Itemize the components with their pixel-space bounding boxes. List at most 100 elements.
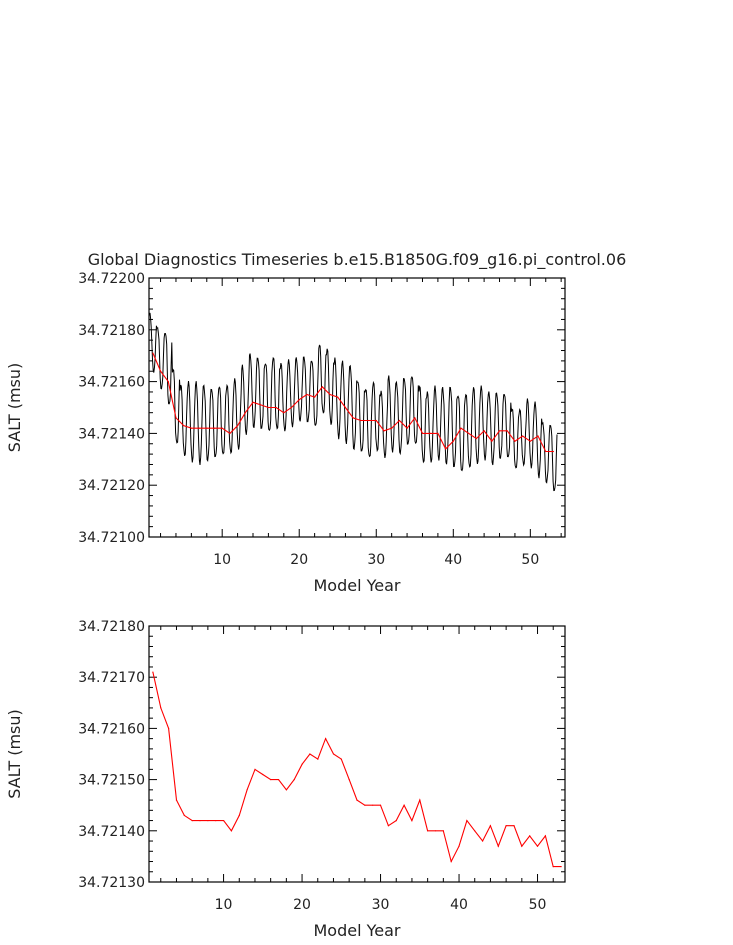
annual-mean-point <box>383 430 385 432</box>
annual-mean-point <box>491 440 493 442</box>
y-tick-label: 34.72150 <box>78 773 145 789</box>
annual-mean-point <box>344 406 346 409</box>
annual-mean-point <box>337 396 339 398</box>
annual-mean-point <box>372 804 374 806</box>
annual-mean-point <box>364 804 366 806</box>
annual-mean-point <box>452 440 454 442</box>
annual-mean-salt-series <box>152 671 562 868</box>
annual-mean-point <box>536 845 539 847</box>
y-tick-label: 34.72180 <box>78 323 145 339</box>
annual-mean-point <box>221 427 223 429</box>
annual-mean-point <box>321 386 323 388</box>
y-tick-label: 34.72160 <box>78 375 145 391</box>
annual-mean-point <box>262 773 264 776</box>
annual-mean-point <box>206 427 208 429</box>
annual-mean-point <box>505 825 507 827</box>
annual-mean-point <box>207 820 209 822</box>
annual-mean-point <box>552 866 554 868</box>
annual-mean-point <box>175 799 178 801</box>
annual-mean-point <box>167 381 169 383</box>
annual-mean-point <box>414 417 416 419</box>
annual-mean-point <box>285 789 287 791</box>
y-tick-label: 34.72160 <box>78 721 145 737</box>
x-tick-label: 30 <box>367 552 385 568</box>
annual-mean-point <box>460 427 462 429</box>
annual-mean-point <box>513 825 515 827</box>
x-tick-label: 20 <box>293 897 311 913</box>
annual-mean-point <box>475 438 477 440</box>
x-axis-label: Model Year <box>314 921 401 940</box>
annual-mean-point <box>198 427 200 429</box>
annual-mean-point <box>215 820 217 822</box>
annual-mean-point <box>306 393 308 396</box>
annual-mean-point <box>387 825 389 827</box>
annual-mean-point <box>391 427 393 429</box>
annual-mean-point <box>529 835 531 837</box>
y-tick-label: 34.72170 <box>78 670 145 686</box>
annual-mean-point <box>191 820 193 822</box>
annual-mean-point <box>434 830 437 832</box>
annual-mean-point <box>352 417 354 419</box>
x-tick-label: 50 <box>529 897 547 913</box>
annual-mean-point <box>375 419 377 422</box>
y-tick-label: 34.72120 <box>78 478 145 494</box>
annual-mean-point <box>340 758 342 760</box>
annual-mean-point <box>368 419 370 422</box>
x-tick-label: 50 <box>521 552 539 568</box>
annual-mean-point <box>545 450 547 453</box>
annual-mean-point <box>290 406 293 409</box>
annual-mean-point <box>329 393 331 396</box>
x-tick-label: 20 <box>290 552 308 568</box>
annual-mean-point <box>237 425 239 427</box>
x-tick-label: 40 <box>444 552 462 568</box>
plot-frame <box>148 625 566 883</box>
annual-mean-point <box>458 845 460 847</box>
x-tick-label: 10 <box>213 552 231 568</box>
annual-mean-point <box>521 845 523 847</box>
page-title: Global Diagnostics Timeseries b.e15.B185… <box>88 250 627 270</box>
annual-mean-point <box>395 820 397 822</box>
annual-mean-point <box>223 820 225 822</box>
annual-mean-point <box>529 440 531 442</box>
annual-mean-point <box>560 866 562 868</box>
annual-mean-point <box>411 820 413 822</box>
annual-mean-point <box>506 430 508 432</box>
annual-mean-point <box>298 399 300 401</box>
annual-mean-point <box>498 430 501 432</box>
annual-mean-point <box>450 860 452 863</box>
annual-mean-point <box>552 450 555 453</box>
annual-mean-point <box>360 419 362 422</box>
annual-mean-point <box>314 396 316 398</box>
annual-mean-point <box>489 825 491 827</box>
annual-mean-point <box>356 799 358 801</box>
annual-mean-point <box>427 830 429 832</box>
annual-mean-point <box>421 432 424 434</box>
annual-mean-point <box>267 406 269 409</box>
annual-mean-point <box>270 779 272 781</box>
y-tick-label: 34.72130 <box>78 875 145 891</box>
annual-mean-point <box>522 435 524 437</box>
annual-mean-point <box>317 758 319 760</box>
annual-mean-point <box>152 352 154 354</box>
annual-mean-point <box>419 799 421 801</box>
annual-mean-point <box>175 417 177 419</box>
annual-mean-point <box>183 425 185 427</box>
annual-mean-point <box>474 830 476 832</box>
annual-mean-point <box>482 840 484 842</box>
annual-mean-point <box>544 835 547 837</box>
annual-mean-point <box>230 830 232 832</box>
annual-mean-point <box>406 427 408 429</box>
annual-mean-point <box>293 779 295 781</box>
annual-mean-point <box>332 753 335 755</box>
annual-mean-point <box>445 448 447 450</box>
bottom-panel: 10 20 30 40 50 34.72130 34.72140 34.72150 34.721… <box>5 619 566 940</box>
annual-mean-point <box>537 435 539 437</box>
annual-mean-point <box>244 412 246 414</box>
annual-mean-point <box>238 814 240 817</box>
annual-mean-point <box>246 789 248 791</box>
x-tick-label: 30 <box>372 897 390 913</box>
annual-mean-point <box>437 432 439 434</box>
annual-mean-point <box>199 820 201 822</box>
annual-mean-point <box>301 763 303 765</box>
